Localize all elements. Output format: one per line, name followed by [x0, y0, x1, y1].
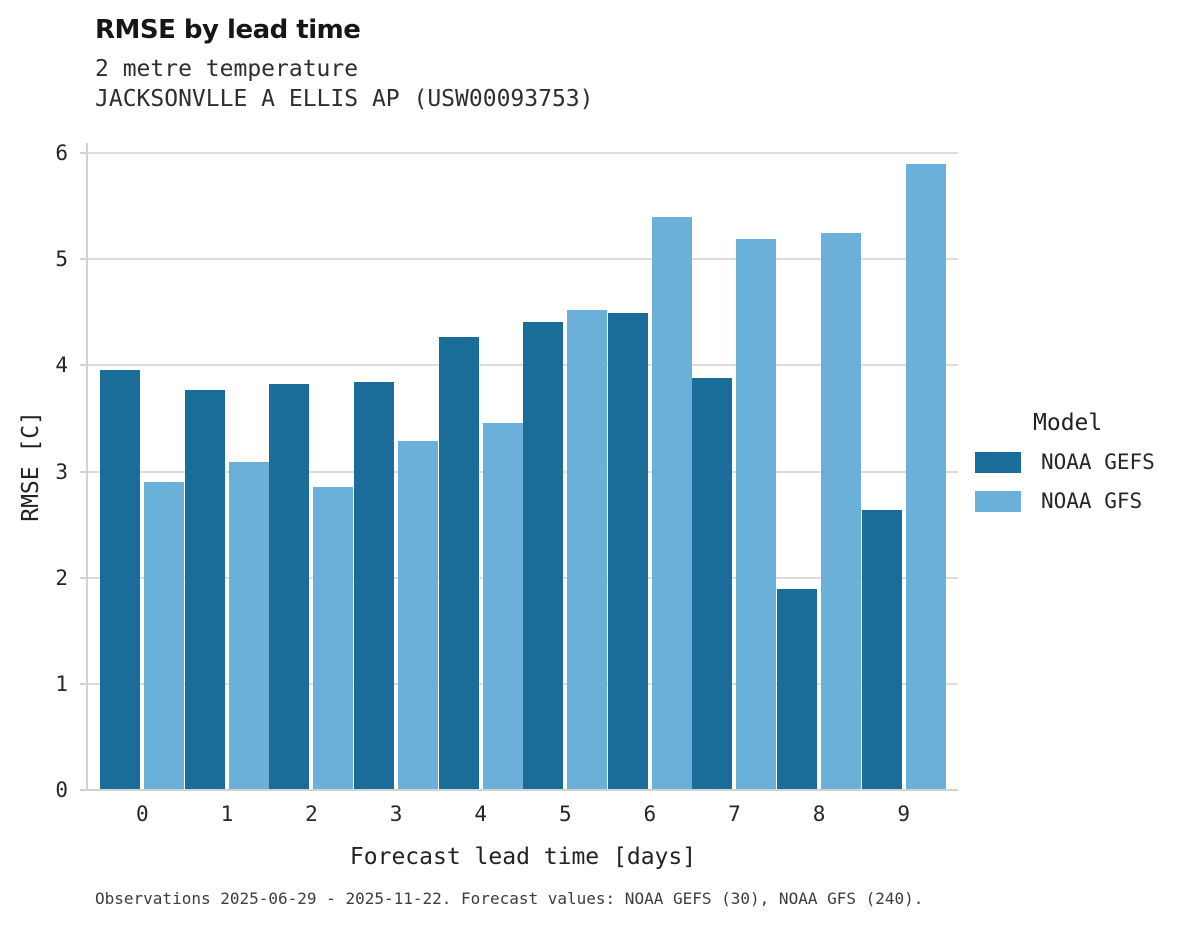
gridline — [88, 470, 958, 473]
y-tick-mark — [80, 576, 88, 579]
bar-group-day-9 — [861, 153, 946, 790]
chart-subtitle-station: JACKSONVLLE A ELLIS AP (USW00093753) — [95, 86, 594, 112]
bar-group-day-7 — [692, 153, 777, 790]
gridline — [88, 258, 958, 261]
y-tick-label: 3 — [55, 459, 68, 484]
plot-gridlines — [88, 152, 958, 790]
bar-group-day-6 — [607, 153, 693, 790]
bar-noaa-gefs — [607, 313, 648, 790]
bar-group-day-0 — [100, 153, 185, 790]
bar-noaa-gefs — [692, 378, 733, 790]
legend-entry-noaa-gfs: NOAA GFS — [975, 489, 1155, 513]
x-axis-tick-labels: 0 1 2 3 4 5 6 7 8 9 — [88, 802, 958, 826]
legend-swatch — [975, 490, 1021, 512]
x-axis-spine — [86, 789, 958, 791]
legend: Model NOAA GEFS NOAA GFS — [975, 410, 1155, 513]
y-axis-tick-marks — [80, 152, 88, 791]
bar-noaa-gefs — [184, 389, 225, 790]
y-axis-spine — [86, 143, 88, 791]
bar-noaa-gefs — [438, 336, 479, 790]
y-tick-label: 5 — [55, 247, 68, 272]
bar-noaa-gefs — [354, 382, 395, 790]
bar-group-day-5 — [523, 153, 608, 790]
chart-subtitle-variable: 2 metre temperature — [95, 56, 359, 82]
gridline — [88, 682, 958, 685]
bar-noaa-gfs — [228, 461, 269, 790]
y-tick-mark — [80, 258, 88, 261]
bar-noaa-gefs — [100, 369, 141, 790]
legend-entry-noaa-gefs: NOAA GEFS — [975, 450, 1155, 474]
x-tick-label: 7 — [728, 802, 741, 826]
chart-header: RMSE by lead time 2 metre temperature JA… — [95, 14, 594, 114]
bar-noaa-gfs — [905, 163, 946, 790]
bar-group-day-1 — [184, 153, 270, 790]
chart-caption: Observations 2025-06-29 - 2025-11-22. Fo… — [95, 889, 924, 908]
y-tick-label: 2 — [55, 565, 68, 590]
plot-bars — [88, 153, 958, 790]
x-tick-label: 9 — [897, 802, 910, 826]
legend-label: NOAA GFS — [1041, 489, 1143, 513]
y-tick-mark — [80, 364, 88, 367]
gridline — [88, 152, 958, 154]
y-tick-label: 6 — [55, 141, 68, 165]
bar-noaa-gefs — [777, 589, 818, 790]
bar-noaa-gefs — [861, 509, 902, 790]
bar-group-day-8 — [777, 153, 862, 790]
legend-entries: NOAA GEFS NOAA GFS — [975, 450, 1155, 513]
bar-noaa-gfs — [144, 482, 185, 790]
y-tick-label: 0 — [55, 778, 68, 802]
legend-label: NOAA GEFS — [1041, 450, 1155, 474]
x-tick-label: 8 — [812, 802, 826, 826]
bar-noaa-gfs — [567, 310, 608, 790]
chart-title: RMSE by lead time — [95, 15, 361, 45]
bar-group-day-2 — [269, 153, 354, 790]
bar-noaa-gfs — [736, 239, 777, 790]
bar-group-day-3 — [354, 153, 439, 790]
x-tick-label: 6 — [643, 802, 657, 826]
y-tick-mark — [80, 152, 88, 154]
y-tick-label: 1 — [55, 671, 68, 696]
legend-title: Model — [1033, 410, 1103, 436]
bar-noaa-gefs — [269, 384, 310, 790]
x-tick-label: 4 — [474, 802, 487, 826]
bar-noaa-gfs — [313, 487, 354, 790]
x-tick-label: 1 — [220, 802, 234, 826]
bar-noaa-gfs — [821, 232, 862, 790]
bar-noaa-gefs — [523, 321, 564, 790]
bar-noaa-gfs — [398, 440, 439, 790]
bar-noaa-gfs — [482, 422, 523, 790]
x-tick-label: 3 — [389, 802, 403, 826]
y-tick-mark — [80, 682, 88, 685]
x-axis-title: Forecast lead time [days] — [349, 844, 697, 870]
y-tick-label: 4 — [55, 353, 68, 378]
x-tick-label: 5 — [558, 802, 572, 826]
gridline — [88, 364, 958, 367]
x-tick-label: 0 — [135, 802, 149, 826]
gridline — [88, 576, 958, 579]
y-tick-mark — [80, 470, 88, 473]
bar-group-day-4 — [438, 153, 523, 790]
y-axis-tick-labels: 0 1 2 3 4 5 6 — [0, 141, 78, 802]
x-tick-label: 2 — [305, 802, 318, 826]
y-tick-mark — [80, 789, 88, 791]
bar-noaa-gfs — [651, 216, 692, 790]
legend-swatch — [975, 451, 1021, 473]
